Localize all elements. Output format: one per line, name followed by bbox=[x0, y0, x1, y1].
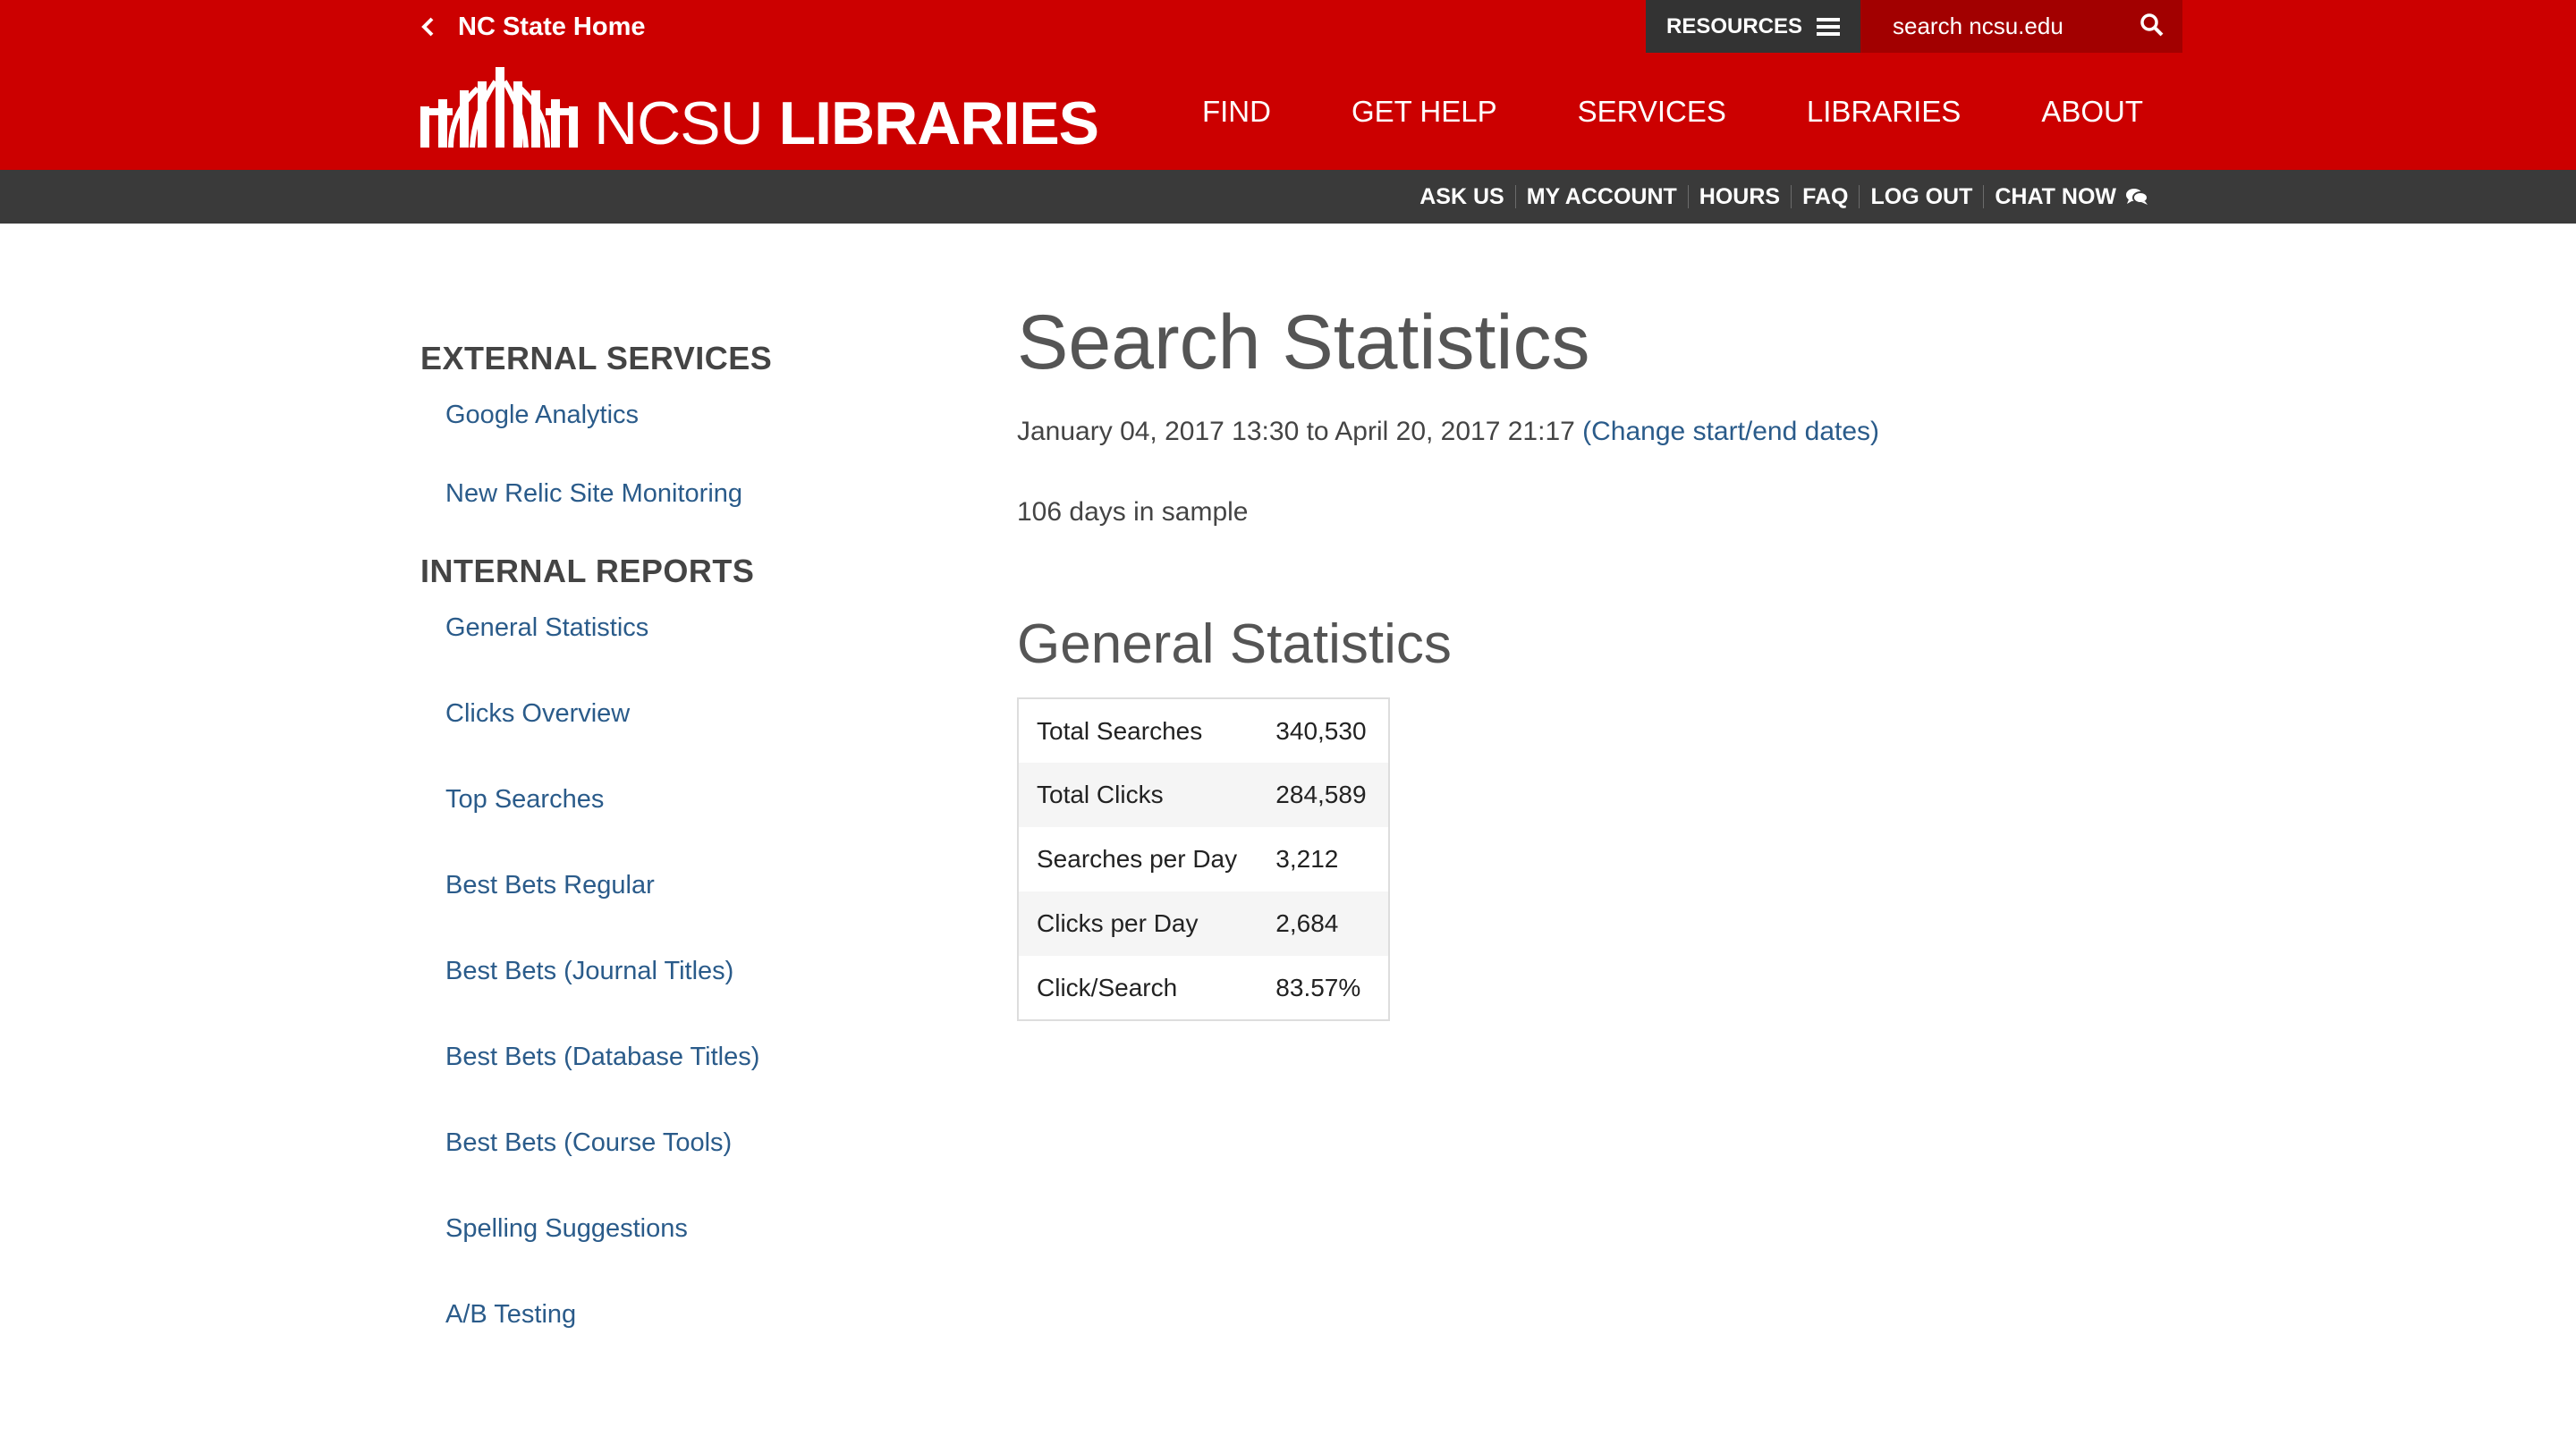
list-item: Best Bets (Database Titles) bbox=[420, 1014, 921, 1100]
stat-label: Total Clicks bbox=[1037, 781, 1164, 808]
nav-get-help[interactable]: GET HELP bbox=[1351, 95, 1497, 128]
util-my-account[interactable]: MY ACCOUNT bbox=[1526, 183, 1677, 209]
change-dates-link[interactable]: (Change start/end dates) bbox=[1582, 417, 1880, 446]
search-icon bbox=[2140, 13, 2165, 42]
list-item: New Relic Site Monitoring bbox=[420, 451, 921, 536]
list-item: Best Bets (Course Tools) bbox=[420, 1100, 921, 1186]
link-google-analytics[interactable]: Google Analytics bbox=[445, 400, 640, 429]
nav-libraries[interactable]: LIBRARIES bbox=[1806, 95, 1962, 128]
table-row: Click/Search 83.57% bbox=[1018, 956, 1389, 1020]
ncsu-libraries-logo[interactable]: NCSU LIBRARIES bbox=[420, 67, 1099, 157]
date-range: January 04, 2017 13:30 to April 20, 2017… bbox=[1017, 417, 2180, 447]
table-row: Searches per Day 3,212 bbox=[1018, 827, 1389, 891]
list-item: Best Bets Regular bbox=[420, 842, 921, 928]
link-top-searches[interactable]: Top Searches bbox=[445, 784, 605, 814]
internal-reports-section: INTERNAL REPORTS General Statistics Clic… bbox=[420, 553, 921, 1357]
external-services-heading: EXTERNAL SERVICES bbox=[420, 340, 773, 376]
stat-value: 2,684 bbox=[1275, 909, 1339, 937]
internal-reports-list: General Statistics Clicks Overview Top S… bbox=[420, 585, 921, 1357]
main-content: Search Statistics January 04, 2017 13:30… bbox=[1017, 304, 2180, 1021]
days-in-sample: 106 days in sample bbox=[1017, 497, 1249, 527]
list-item: General Statistics bbox=[420, 585, 921, 671]
section-title: General Statistics bbox=[1017, 613, 1452, 675]
link-ab-testing[interactable]: A/B Testing bbox=[445, 1299, 577, 1329]
divider bbox=[1687, 185, 1689, 208]
link-new-relic[interactable]: New Relic Site Monitoring bbox=[445, 478, 743, 508]
nc-state-home-link[interactable]: NC State Home bbox=[420, 7, 646, 46]
util-ask-us[interactable]: ASK US bbox=[1419, 183, 1504, 209]
link-best-bets-database-titles[interactable]: Best Bets (Database Titles) bbox=[445, 1042, 760, 1071]
list-item: Google Analytics bbox=[420, 379, 921, 451]
link-clicks-overview[interactable]: Clicks Overview bbox=[445, 698, 631, 728]
util-faq[interactable]: FAQ bbox=[1802, 183, 1849, 209]
list-item: Best Bets (Journal Titles) bbox=[420, 928, 921, 1014]
site-header: NC State Home RESOURCES bbox=[0, 0, 2576, 170]
utility-bar: ASK US MY ACCOUNT HOURS FAQ LOG OUT CHAT… bbox=[0, 170, 2576, 224]
search-button[interactable] bbox=[2134, 9, 2170, 45]
chat-now-label: CHAT NOW bbox=[1995, 183, 2116, 209]
link-spelling-suggestions[interactable]: Spelling Suggestions bbox=[445, 1213, 688, 1243]
site-search bbox=[1860, 0, 2182, 53]
table-row: Clicks per Day 2,684 bbox=[1018, 891, 1389, 956]
page-title: Search Statistics bbox=[1017, 300, 1590, 385]
stat-value: 3,212 bbox=[1275, 845, 1339, 873]
nav-about[interactable]: ABOUT bbox=[2041, 95, 2143, 128]
external-services-section: EXTERNAL SERVICES Google Analytics New R… bbox=[420, 340, 921, 536]
stat-label: Searches per Day bbox=[1037, 845, 1238, 873]
list-item: A/B Testing bbox=[420, 1271, 921, 1357]
resources-label: RESOURCES bbox=[1665, 13, 1803, 38]
divider bbox=[1983, 185, 1985, 208]
menu-icon bbox=[1817, 17, 1841, 37]
table-row: Total Clicks 284,589 bbox=[1018, 763, 1389, 827]
resources-button[interactable]: RESOURCES bbox=[1646, 0, 1860, 53]
divider bbox=[1514, 185, 1516, 208]
general-statistics-table: Total Searches 340,530 Total Clicks 284,… bbox=[1017, 697, 1390, 1021]
stat-value: 284,589 bbox=[1275, 781, 1367, 808]
link-general-statistics[interactable]: General Statistics bbox=[445, 612, 649, 642]
link-best-bets-course-tools[interactable]: Best Bets (Course Tools) bbox=[445, 1128, 733, 1157]
logo-wordmark: NCSU LIBRARIES bbox=[594, 89, 1099, 157]
libraries-logo-icon bbox=[420, 63, 578, 154]
stat-value: 340,530 bbox=[1275, 716, 1367, 745]
list-item: Clicks Overview bbox=[420, 671, 921, 756]
utility-links: ASK US MY ACCOUNT HOURS FAQ LOG OUT CHAT… bbox=[1419, 170, 2148, 224]
util-log-out[interactable]: LOG OUT bbox=[1870, 183, 1973, 209]
util-chat-now[interactable]: CHAT NOW bbox=[1995, 184, 2148, 210]
internal-reports-heading: INTERNAL REPORTS bbox=[420, 553, 755, 589]
main-nav: FIND GET HELP SERVICES LIBRARIES ABOUT bbox=[1202, 95, 2143, 129]
home-link-label: NC State Home bbox=[458, 12, 646, 41]
stat-label: Click/Search bbox=[1037, 973, 1178, 1001]
list-item: Top Searches bbox=[420, 756, 921, 842]
divider bbox=[1859, 185, 1860, 208]
sidebar: EXTERNAL SERVICES Google Analytics New R… bbox=[420, 340, 921, 1357]
nav-services[interactable]: SERVICES bbox=[1577, 95, 1726, 128]
stat-label: Total Searches bbox=[1037, 716, 1203, 745]
divider bbox=[1791, 185, 1792, 208]
nav-find[interactable]: FIND bbox=[1201, 95, 1271, 128]
stat-value: 83.57% bbox=[1275, 973, 1361, 1001]
link-best-bets-regular[interactable]: Best Bets Regular bbox=[445, 870, 655, 900]
external-services-list: Google Analytics New Relic Site Monitori… bbox=[420, 379, 921, 536]
chevron-left-icon bbox=[420, 16, 435, 38]
chat-bubbles-icon bbox=[2125, 187, 2148, 207]
search-input[interactable] bbox=[1860, 13, 2111, 40]
stat-label: Clicks per Day bbox=[1037, 909, 1199, 937]
util-hours[interactable]: HOURS bbox=[1699, 183, 1781, 209]
date-range-text: January 04, 2017 13:30 to April 20, 2017… bbox=[1017, 417, 1583, 446]
link-best-bets-journal-titles[interactable]: Best Bets (Journal Titles) bbox=[445, 956, 734, 985]
table-row: Total Searches 340,530 bbox=[1018, 698, 1389, 763]
list-item: Spelling Suggestions bbox=[420, 1186, 921, 1271]
